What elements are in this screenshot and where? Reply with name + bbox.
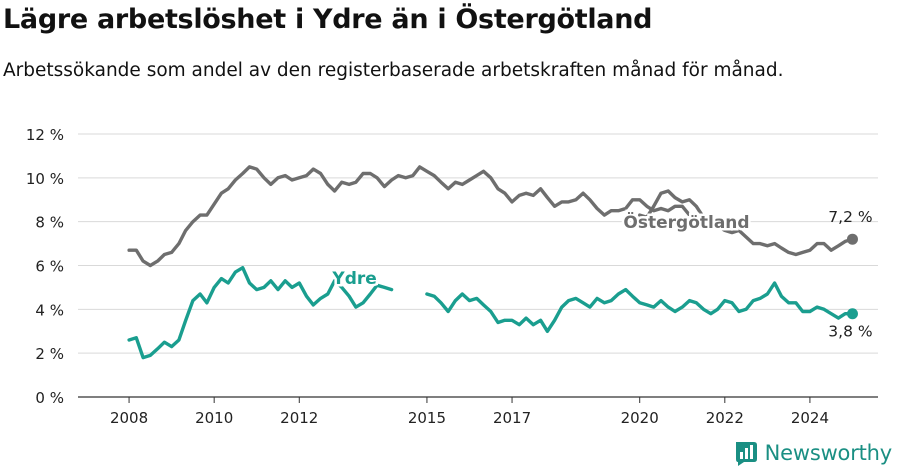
chart-title: Lägre arbetslöshet i Ydre än i Östergötl… [3,4,653,35]
y-axis-ticks: 0 % 2 % 4 % 6 % 8 % 10 % 12 % [26,126,64,407]
series-label-ydre: Ydre [331,269,376,289]
series-line-ostergotland [127,165,692,268]
x-tick-label: 2012 [280,409,318,427]
series-end-point [846,233,858,245]
newsworthy-logo: Newsworthy [733,440,892,466]
y-tick-label: 2 % [35,345,64,363]
y-tick-label: 4 % [35,301,64,319]
series-lines [127,165,858,360]
series-label-ostergotland: Östergötland [623,211,749,233]
newsworthy-logo-icon [735,442,757,466]
x-tick-label: 2017 [493,409,531,427]
x-tick-label: 2008 [110,409,148,427]
y-tick-label: 8 % [35,214,64,232]
x-tick-label: 2022 [706,409,744,427]
x-tick-label: 2024 [791,409,829,427]
x-tick-label: 2020 [621,409,659,427]
x-tick-label: 2015 [408,409,446,427]
y-tick-label: 12 % [26,126,64,144]
y-tick-label: 10 % [26,170,64,188]
y-tick-label: 0 % [35,389,64,407]
series-end-point [846,308,858,320]
series-end-label: 3,8 % [828,323,872,341]
series-line-ostergotland [638,189,855,257]
series-labels: 7,2 % 3,8 % Östergötland Ydre [329,208,873,341]
series-line-ydre [127,266,394,360]
chart-subtitle: Arbetssökande som andel av den registerb… [3,60,784,81]
series-line-ydre [425,281,855,333]
x-tick-label: 2010 [195,409,233,427]
series-end-label: 7,2 % [828,208,872,226]
logo-text: Newsworthy [764,441,893,465]
x-axis: 2008 2010 2012 2015 2017 2020 2022 2024 [78,396,878,427]
y-tick-label: 6 % [35,258,64,276]
